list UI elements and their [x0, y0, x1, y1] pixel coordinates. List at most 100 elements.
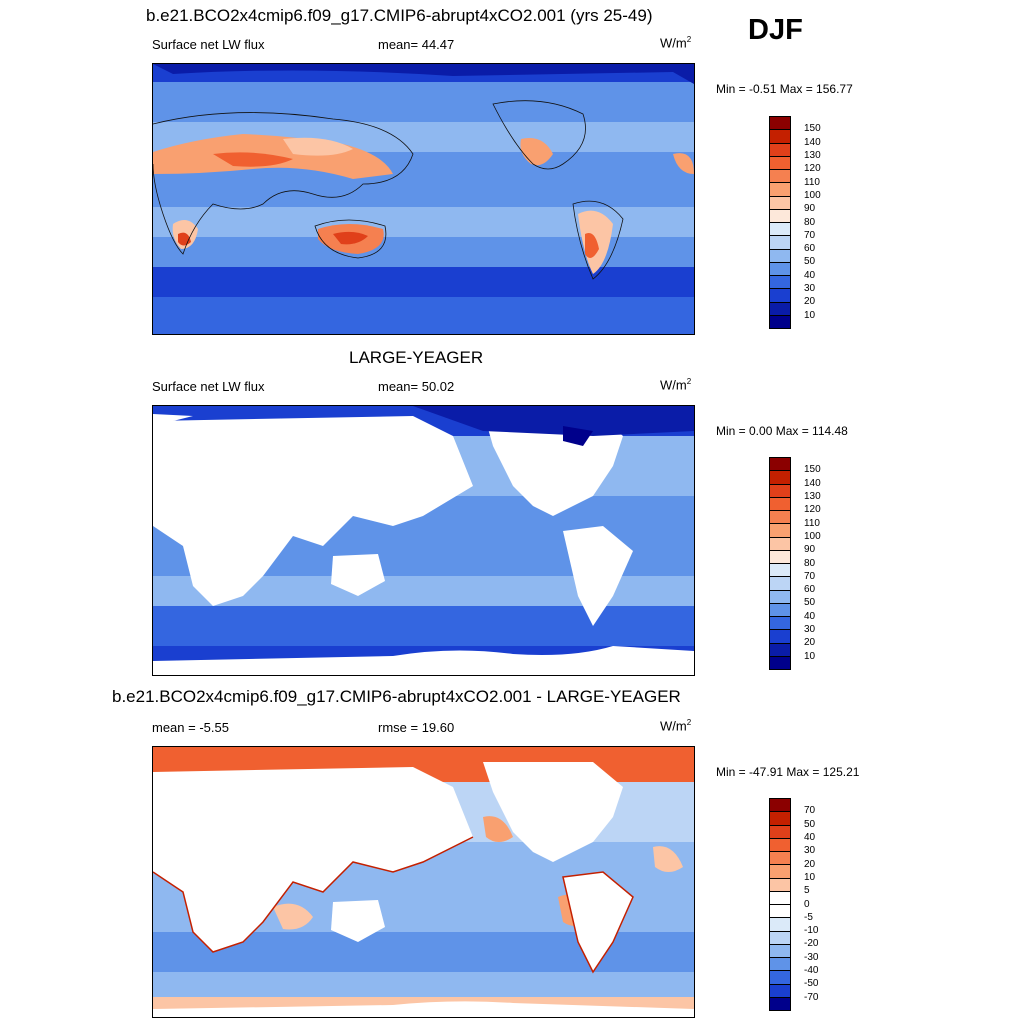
colorbar-swatch [770, 169, 790, 183]
colorbar-tick-label: 0 [804, 898, 810, 910]
colorbar-swatch [770, 851, 790, 865]
colorbar-swatch [770, 261, 790, 275]
colorbar-swatch [770, 549, 790, 563]
panel1-map [152, 63, 695, 335]
panel1-mean: mean= 44.47 [378, 37, 455, 52]
colorbar-swatch [770, 576, 790, 590]
panel3-left-label: mean = -5.55 [152, 720, 229, 735]
colorbar-tick-label: 20 [804, 637, 816, 649]
colorbar-swatch [770, 208, 790, 222]
colorbar-tick-label: 30 [804, 845, 816, 857]
colorbar-tick-label: 50 [804, 256, 816, 268]
panel2-title: LARGE-YEAGER [349, 348, 484, 367]
colorbar-swatch [770, 616, 790, 630]
colorbar-swatch [770, 824, 790, 838]
panel1-title: b.e21.BCO2x4cmip6.f09_g17.CMIP6-abrupt4x… [146, 6, 653, 25]
colorbar-swatch [770, 117, 790, 130]
panel3-colorbar [769, 798, 791, 1011]
colorbar-swatch [770, 642, 790, 656]
colorbar-swatch [770, 496, 790, 510]
colorbar-tick-label: 60 [804, 584, 816, 596]
colorbar-swatch [770, 983, 790, 997]
panel2-minmax: Min = 0.00 Max = 114.48 [716, 424, 848, 438]
colorbar-swatch [770, 904, 790, 918]
colorbar-swatch [770, 142, 790, 156]
colorbar-tick-label: -20 [804, 938, 819, 950]
panel3-rmse: rmse = 19.60 [378, 720, 455, 735]
colorbar-tick-label: -50 [804, 978, 819, 990]
colorbar-tick-label: 90 [804, 544, 816, 556]
colorbar-tick-label: 90 [804, 203, 816, 215]
colorbar-tick-label: 50 [804, 597, 816, 609]
panel3-title: b.e21.BCO2x4cmip6.f09_g17.CMIP6-abrupt4x… [112, 687, 681, 706]
colorbar-swatch [770, 248, 790, 262]
colorbar-swatch [770, 523, 790, 537]
colorbar-tick-label: 120 [804, 504, 821, 516]
season-label: DJF [748, 14, 803, 46]
colorbar-swatch [770, 602, 790, 616]
panel3-map [152, 746, 695, 1018]
colorbar-tick-label: 140 [804, 477, 821, 489]
panel3-units: W/m2 [660, 718, 692, 734]
colorbar-swatch [770, 996, 790, 1010]
colorbar-tick-label: 20 [804, 858, 816, 870]
colorbar-swatch [770, 563, 790, 577]
panel3-minmax: Min = -47.91 Max = 125.21 [716, 765, 860, 779]
panel1-units: W/m2 [660, 35, 692, 51]
colorbar-swatch [770, 629, 790, 643]
colorbar-swatch [770, 930, 790, 944]
panel1-colorbar [769, 116, 791, 329]
colorbar-swatch [770, 877, 790, 891]
colorbar-swatch [770, 536, 790, 550]
colorbar-swatch [770, 470, 790, 484]
colorbar-swatch [770, 129, 790, 143]
colorbar-tick-label: 40 [804, 610, 816, 622]
colorbar-swatch [770, 314, 790, 328]
colorbar-swatch [770, 222, 790, 236]
colorbar-tick-label: -10 [804, 925, 819, 937]
colorbar-swatch [770, 811, 790, 825]
colorbar-tick-label: 150 [804, 123, 821, 135]
panel2-mean: mean= 50.02 [378, 379, 455, 394]
panel1-minmax: Min = -0.51 Max = 156.77 [716, 82, 853, 96]
colorbar-tick-label: 10 [804, 650, 816, 662]
colorbar-swatch [770, 275, 790, 289]
colorbar-swatch [770, 301, 790, 315]
colorbar-swatch [770, 195, 790, 209]
panel2-units: W/m2 [660, 377, 692, 393]
colorbar-tick-label: 140 [804, 136, 821, 148]
colorbar-tick-label: 80 [804, 216, 816, 228]
colorbar-swatch [770, 943, 790, 957]
colorbar-swatch [770, 235, 790, 249]
colorbar-tick-label: 150 [804, 464, 821, 476]
colorbar-tick-label: 40 [804, 831, 816, 843]
colorbar-tick-label: 120 [804, 163, 821, 175]
colorbar-swatch [770, 655, 790, 669]
colorbar-tick-label: -70 [804, 991, 819, 1003]
panel1-left-label: Surface net LW flux [152, 37, 265, 52]
colorbar-tick-label: 130 [804, 490, 821, 502]
colorbar-swatch [770, 890, 790, 904]
colorbar-swatch [770, 288, 790, 302]
colorbar-tick-label: 5 [804, 885, 810, 897]
colorbar-tick-label: 80 [804, 557, 816, 569]
colorbar-tick-label: 30 [804, 624, 816, 636]
colorbar-swatch [770, 799, 790, 812]
colorbar-swatch [770, 510, 790, 524]
panel2-left-label: Surface net LW flux [152, 379, 265, 394]
colorbar-tick-label: 100 [804, 189, 821, 201]
colorbar-tick-label: -5 [804, 911, 813, 923]
colorbar-swatch [770, 483, 790, 497]
colorbar-swatch [770, 589, 790, 603]
colorbar-swatch [770, 917, 790, 931]
colorbar-tick-label: 50 [804, 818, 816, 830]
colorbar-tick-label: 60 [804, 243, 816, 255]
colorbar-swatch [770, 864, 790, 878]
colorbar-tick-label: 110 [804, 176, 820, 188]
panel2-map [152, 405, 695, 676]
colorbar-swatch [770, 957, 790, 971]
colorbar-tick-label: -30 [804, 951, 819, 963]
panel2-colorbar [769, 457, 791, 670]
colorbar-tick-label: 40 [804, 269, 816, 281]
colorbar-swatch [770, 182, 790, 196]
